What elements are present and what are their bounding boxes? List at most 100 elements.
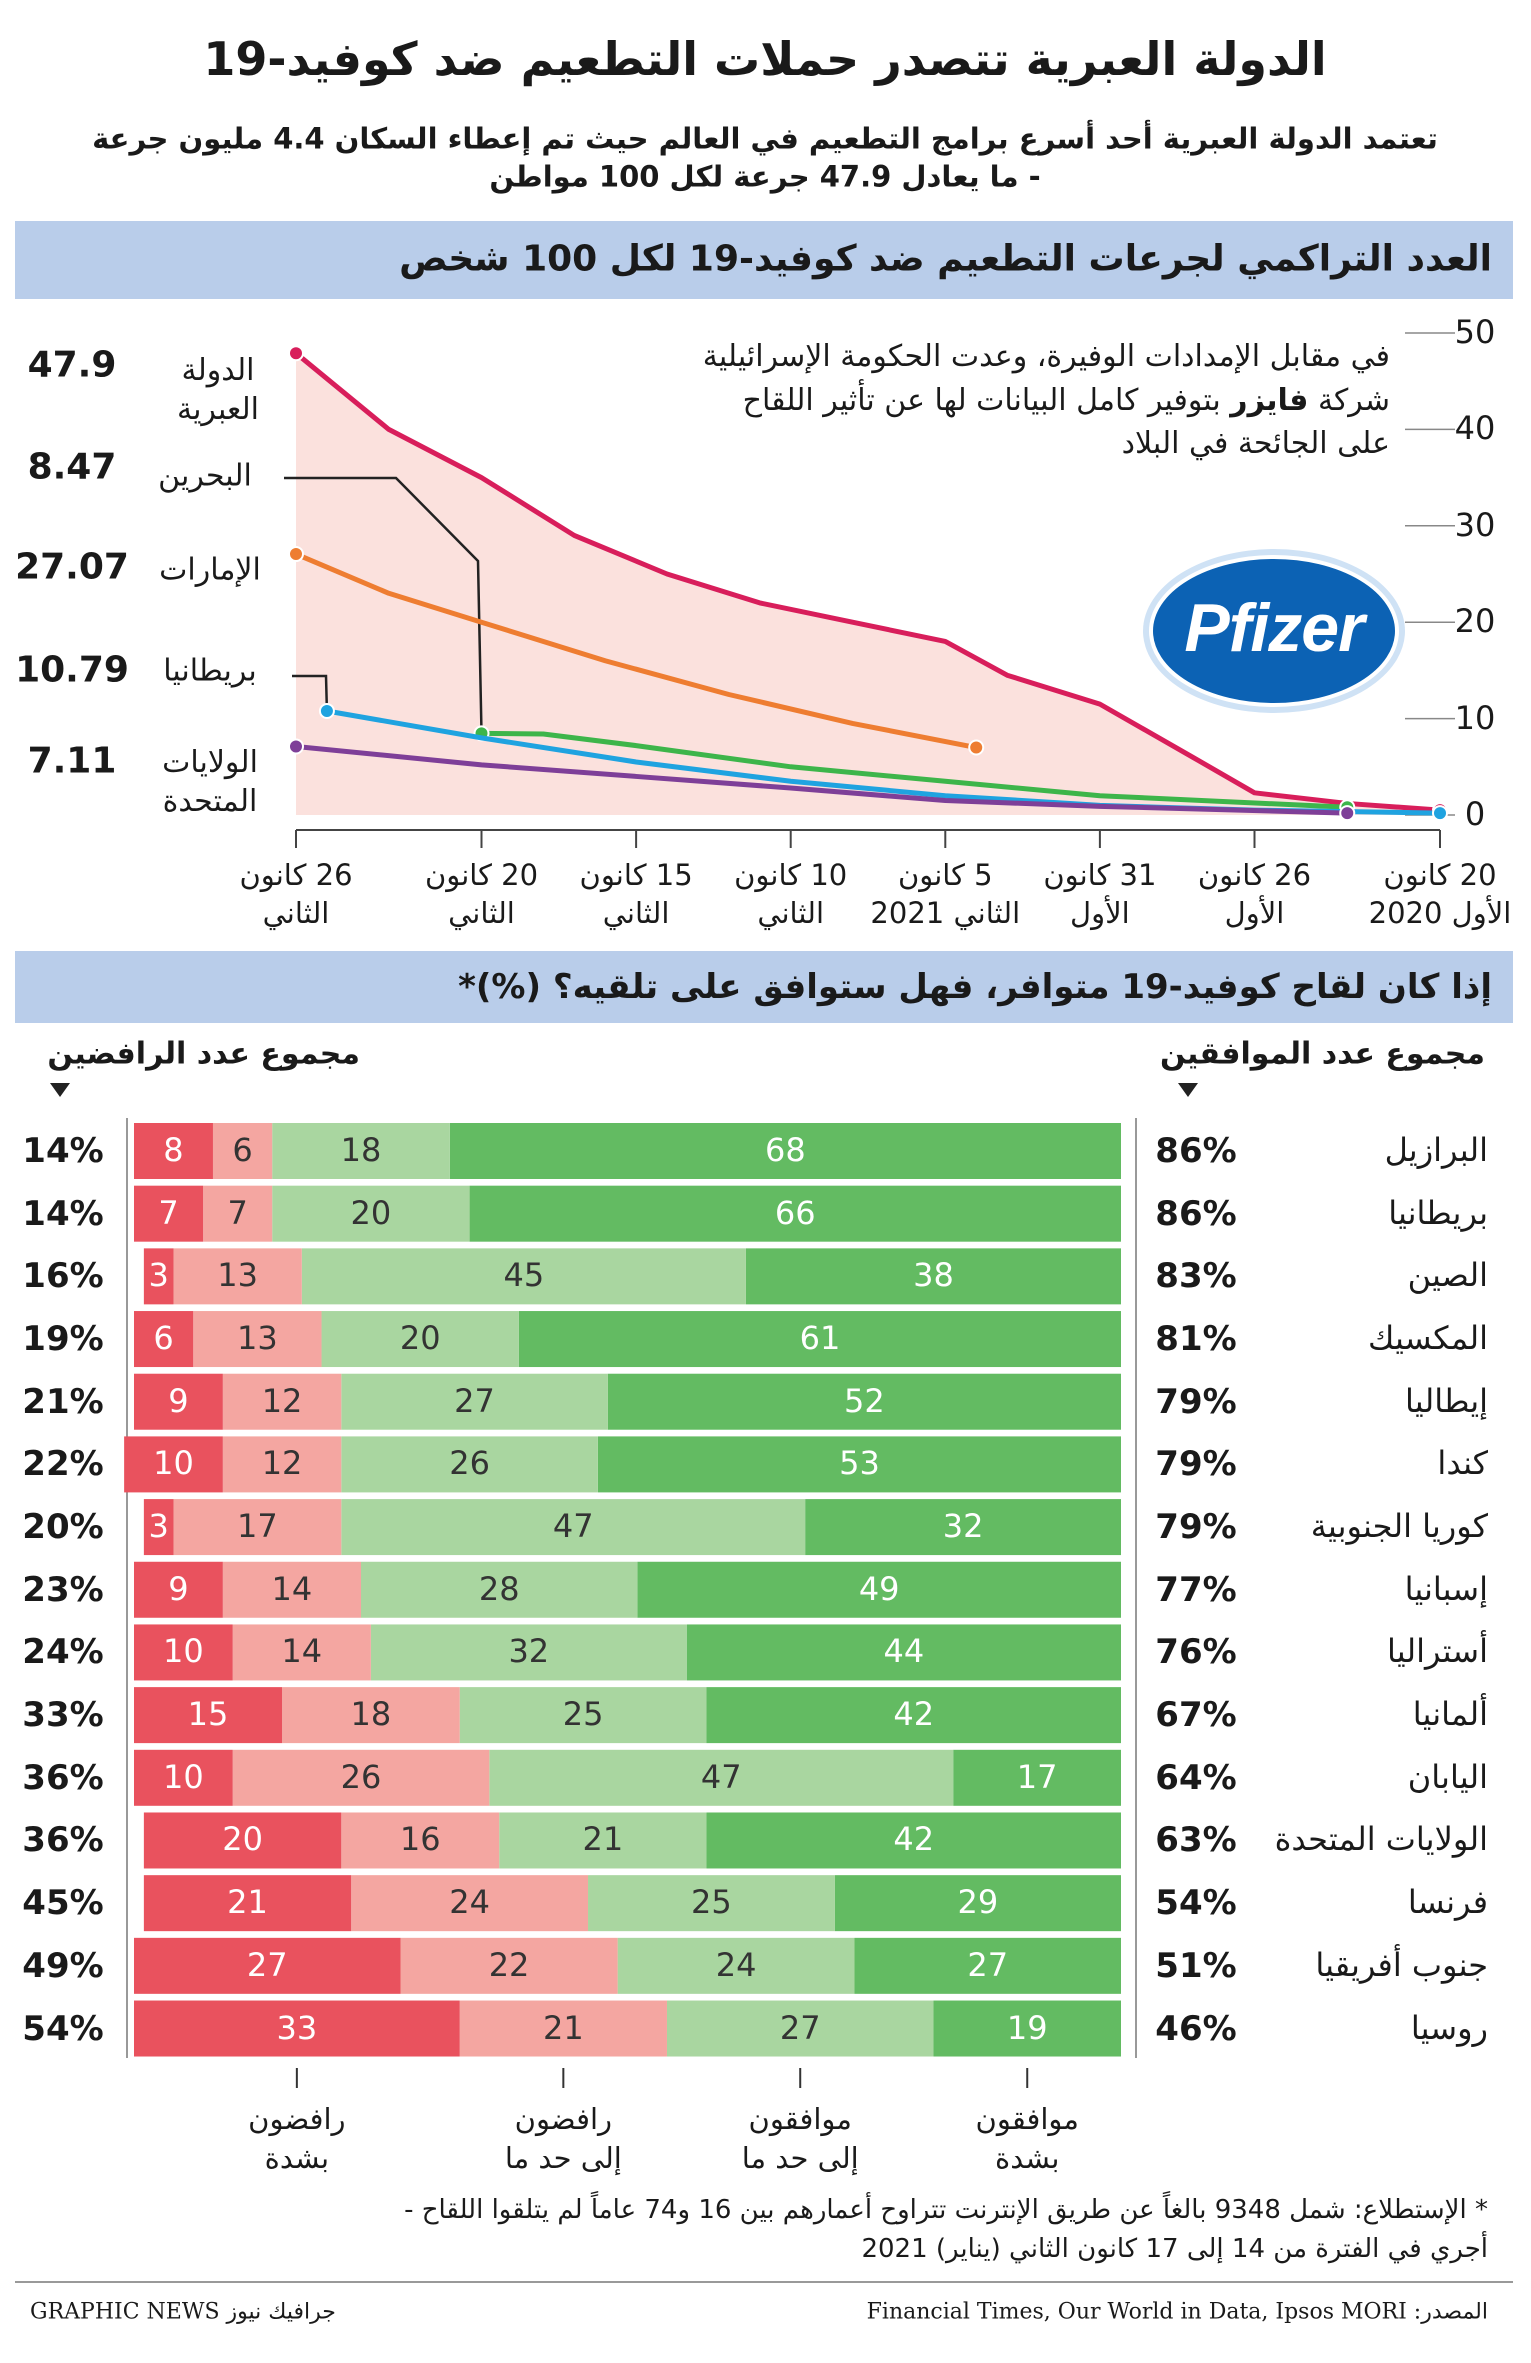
- bar-label: 27: [454, 1381, 495, 1420]
- bar-label: 45: [503, 1256, 545, 1295]
- total-label: 63%: [1155, 1820, 1237, 1861]
- total-label: 19%: [22, 1318, 104, 1359]
- total-label: 24%: [22, 1632, 104, 1673]
- bar-segment: [232, 1749, 490, 1806]
- bar-label: 13: [237, 1319, 278, 1358]
- x-tick-label: 31 كانون الأول: [1043, 858, 1157, 930]
- bar-label: 17: [1016, 1758, 1058, 1796]
- bar-label: 20: [350, 1193, 392, 1232]
- total-label: 64%: [1155, 1757, 1237, 1798]
- bar-segment: [193, 1311, 322, 1368]
- total-label: 54%: [1155, 1883, 1237, 1924]
- section-band: [15, 951, 1513, 1023]
- bar-label: 25: [562, 1695, 604, 1734]
- category-label: المكسيك: [1368, 1319, 1488, 1358]
- total-label: 79%: [1155, 1444, 1237, 1485]
- bar-segment: [134, 1624, 233, 1681]
- legend-label: الولايات المتحدة: [162, 745, 258, 819]
- bar-segment: [134, 1123, 213, 1179]
- bar-label: 20: [222, 1820, 263, 1859]
- total-label: 86%: [1155, 1130, 1237, 1171]
- bar-label: 27: [779, 2008, 821, 2047]
- bar-label: 33: [276, 2008, 318, 2047]
- point: [968, 739, 985, 756]
- legend-label: موافقون إلى حد ما: [741, 2102, 859, 2176]
- chart-title: إذا كان لقاح كوفيد-19 متوافر، فهل ستوافق…: [458, 966, 1492, 1007]
- value-label: 47.9: [27, 344, 117, 386]
- bar-label: 6: [153, 1319, 174, 1358]
- bar-segment: [222, 1561, 362, 1618]
- bar-segment: [134, 1749, 233, 1806]
- bar-segment: [143, 1875, 352, 1932]
- bar-segment: [173, 1499, 342, 1556]
- y-tick-label: 30: [1454, 506, 1496, 544]
- bar-segment: [203, 1185, 273, 1242]
- category-label: الولايات المتحدة: [1274, 1820, 1488, 1859]
- bar-segment: [499, 1812, 707, 1869]
- bar-label: 6: [232, 1131, 253, 1170]
- legend-label: بريطانيا: [163, 653, 257, 689]
- footnote: * الإستطلاع: شمل 9348 بالغاً عن طريق الإ…: [404, 2195, 1488, 2264]
- bar-segment: [953, 1749, 1121, 1806]
- bar-label: 9: [168, 1381, 189, 1420]
- bar-label: 24: [449, 1883, 490, 1922]
- total-label: 67%: [1155, 1695, 1237, 1736]
- bar-label: 8: [163, 1131, 184, 1170]
- bar-segment: [449, 1123, 1122, 1179]
- bar-segment: [282, 1687, 460, 1744]
- bar-segment: [134, 1185, 204, 1242]
- bar-label: 24: [715, 1946, 757, 1985]
- bar-segment: [805, 1499, 1121, 1556]
- bar-segment: [459, 1687, 707, 1744]
- area: [296, 353, 1440, 815]
- point: [1339, 805, 1356, 822]
- bar-segment: [469, 1185, 1122, 1242]
- bar-label: 61: [799, 1319, 841, 1358]
- chart-title: العدد التراكمي لجرعات التطعيم ضد كوفيد-1…: [399, 238, 1492, 280]
- total-label: 86%: [1155, 1193, 1237, 1234]
- bar-label: 29: [957, 1883, 999, 1922]
- bar-segment: [686, 1624, 1121, 1681]
- bar-label: 9: [168, 1569, 189, 1608]
- category-label: الصين: [1407, 1256, 1488, 1295]
- y-tick-label: 10: [1454, 698, 1496, 737]
- bar-label: 13: [217, 1256, 258, 1295]
- point: [318, 702, 335, 719]
- total-label: 23%: [22, 1569, 104, 1610]
- bar-segment: [143, 1812, 342, 1869]
- bar-label: 26: [340, 1758, 382, 1796]
- y-tick-label: 0: [1464, 795, 1486, 834]
- category-label: أستراليا: [1386, 1632, 1488, 1671]
- total-label: 49%: [22, 1945, 104, 1986]
- bar-label: 27: [967, 1946, 1009, 1985]
- bar-segment: [341, 1499, 806, 1556]
- bar-segment: [459, 2000, 667, 2057]
- leader-line: [284, 476, 483, 734]
- bar-segment: [134, 1687, 283, 1744]
- bar-label: 53: [839, 1444, 880, 1483]
- bar-label: 14: [271, 1569, 313, 1608]
- total-label: 36%: [22, 1820, 104, 1861]
- bar-segment: [706, 1687, 1121, 1744]
- category-label: فرنسا: [1407, 1883, 1488, 1922]
- bar-label: 3: [148, 1256, 169, 1295]
- x-tick-label: 5 كانون الثاني 2021: [870, 858, 1021, 930]
- total-label: 21%: [22, 1381, 104, 1422]
- category-label: كوريا الجنوبية: [1310, 1507, 1488, 1546]
- category-label: ألمانيا: [1412, 1695, 1488, 1734]
- bar-segment: [341, 1812, 500, 1869]
- bar-segment: [607, 1373, 1121, 1430]
- bar-label: 18: [350, 1695, 392, 1734]
- bar-segment: [400, 1937, 618, 1994]
- value-label: 7.11: [27, 740, 117, 782]
- series-line: [294, 351, 1441, 813]
- legend-label: موافقون بشدة: [975, 2102, 1079, 2176]
- bar-segment: [666, 2000, 934, 2057]
- annotation-text: في مقابل الإمدادات الوفيرة، وعدت الحكومة…: [702, 339, 1390, 418]
- total-label: 76%: [1155, 1632, 1237, 1673]
- bar-segment: [222, 1373, 342, 1430]
- bar-segment: [351, 1875, 589, 1932]
- series-line: [481, 730, 1348, 810]
- bar-segment: [134, 1373, 223, 1430]
